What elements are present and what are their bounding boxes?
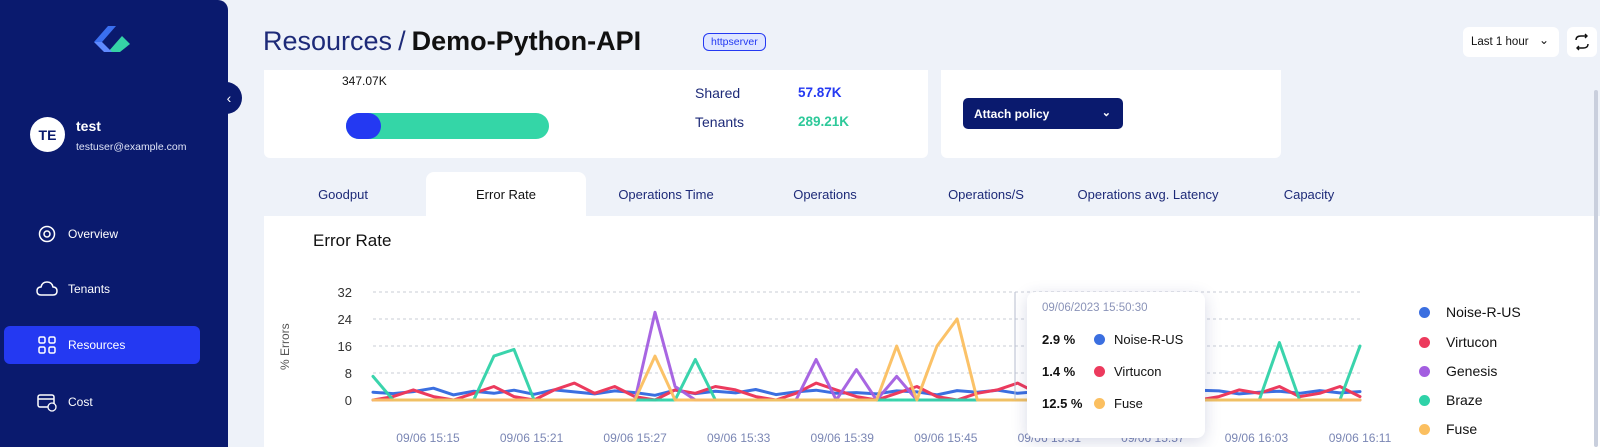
series-line-genesis <box>371 310 1362 402</box>
legend-label: Noise-R-US <box>1446 304 1521 320</box>
cloud-icon <box>36 278 58 300</box>
chevron-down-icon: ⌄ <box>1101 107 1111 119</box>
chevron-down-icon: ⌄ <box>1538 33 1549 47</box>
avatar[interactable]: TE <box>30 117 65 152</box>
app-logo[interactable] <box>90 22 134 56</box>
breadcrumb: Resources / Demo-Python-API <box>263 26 641 57</box>
x-tick-label: 09/06 15:15 <box>396 431 460 445</box>
tab-capacity[interactable]: Capacity <box>1283 186 1335 202</box>
sidebar-item-label: Tenants <box>68 282 111 296</box>
stat-label-tenants: Tenants <box>695 114 745 130</box>
tab-operations-per-second[interactable]: Operations/S <box>948 186 1024 202</box>
tooltip-value: 1.4 % <box>1042 364 1076 379</box>
x-tick-label: 09/06 16:11 <box>1329 431 1392 445</box>
legend-item[interactable]: Genesis <box>1419 363 1497 379</box>
tooltip-value: 12.5 % <box>1042 396 1083 411</box>
y-tick-label: 16 <box>338 339 352 354</box>
tab-operations-avg-latency[interactable]: Operations avg. Latency <box>1077 186 1219 202</box>
refresh-icon <box>1575 33 1589 51</box>
x-tick-label: 09/06 15:33 <box>707 431 771 445</box>
legend-dot-icon <box>1419 365 1430 377</box>
series-dot-icon <box>1094 366 1105 377</box>
tooltip-series: Noise-R-US <box>1114 332 1184 347</box>
legend-dot-icon <box>1419 423 1430 435</box>
tab-goodput[interactable]: Goodput <box>318 186 368 202</box>
chevron-left-icon: ‹ <box>226 90 232 106</box>
stat-value-shared: 57.87K <box>798 85 842 100</box>
legend-label: Braze <box>1446 392 1483 408</box>
chart-tooltip: 09/06/2023 15:50:30 2.9 % Noise-R-US 1.4… <box>1027 292 1205 438</box>
time-range-select[interactable]: Last 1 hour ⌄ <box>1463 27 1559 57</box>
grid-icon <box>36 334 58 356</box>
tooltip-row: 12.5 % Fuse <box>1042 396 1143 411</box>
stat-value-tenants: 289.21K <box>798 114 850 129</box>
y-tick-label: 24 <box>338 312 352 327</box>
legend-item[interactable]: Braze <box>1419 392 1483 408</box>
bill-icon <box>36 391 58 413</box>
refresh-button[interactable] <box>1567 27 1597 57</box>
tooltip-row: 1.4 % Virtucon <box>1042 364 1161 379</box>
attach-policy-button[interactable]: Attach policy ⌄ <box>963 98 1123 129</box>
sidebar-item-tenants[interactable]: Tenants <box>4 270 200 308</box>
legend-label: Virtucon <box>1446 334 1498 350</box>
tooltip-timestamp: 09/06/2023 15:50:30 <box>1042 302 1148 314</box>
user-name: test <box>76 118 101 134</box>
legend-dot-icon <box>1419 306 1430 318</box>
legend-item[interactable]: Noise-R-US <box>1419 304 1521 320</box>
series-dot-icon <box>1094 398 1105 409</box>
series-dot-icon <box>1094 334 1105 345</box>
tab-operations-time[interactable]: Operations Time <box>618 186 714 202</box>
x-tick-label: 09/06 15:27 <box>603 431 667 445</box>
overview-icon <box>36 223 58 245</box>
legend-item[interactable]: Fuse <box>1419 421 1477 437</box>
attach-policy-label: Attach policy <box>974 106 1050 121</box>
tab-error-rate[interactable]: Error Rate <box>426 172 586 216</box>
sidebar: TE test testuser@example.com Overview Te… <box>0 0 228 447</box>
stat-label-shared: Shared <box>695 85 741 101</box>
sidebar-item-label: Resources <box>68 338 126 352</box>
x-tick-label: 09/06 15:45 <box>914 431 978 445</box>
x-tick-label: 09/06 15:21 <box>500 431 564 445</box>
time-range-value: Last 1 hour <box>1471 36 1529 48</box>
tab-operations[interactable]: Operations <box>793 186 857 202</box>
y-tick-label: 32 <box>338 285 352 300</box>
breadcrumb-separator: / <box>398 26 406 56</box>
collapse-sidebar-button[interactable]: ‹ <box>216 82 242 114</box>
legend-dot-icon <box>1419 336 1430 348</box>
sidebar-item-overview[interactable]: Overview <box>4 215 200 253</box>
series-line-fuse <box>371 317 1362 402</box>
chart-title: Error Rate <box>313 231 392 250</box>
tooltip-value: 2.9 % <box>1042 332 1076 347</box>
user-email: testuser@example.com <box>76 141 187 153</box>
total-operations-value: 347.07K <box>342 74 387 88</box>
x-tick-label: 09/06 15:39 <box>811 431 875 445</box>
sidebar-item-cost[interactable]: Cost <box>4 383 200 421</box>
legend-item[interactable]: Virtucon <box>1419 334 1497 350</box>
y-tick-label: 0 <box>345 393 352 408</box>
resource-type-badge: httpserver <box>703 33 766 51</box>
page-scrollbar[interactable] <box>1594 90 1598 447</box>
usage-bar-fill <box>346 113 381 139</box>
legend-label: Genesis <box>1446 363 1498 379</box>
tooltip-series: Virtucon <box>1114 364 1162 379</box>
series-line-noise-r-us <box>371 386 1362 397</box>
legend-dot-icon <box>1419 394 1430 406</box>
sidebar-item-resources[interactable]: Resources <box>4 326 200 364</box>
tooltip-row: 2.9 % Noise-R-US <box>1042 332 1183 347</box>
breadcrumb-root[interactable]: Resources <box>263 26 393 56</box>
x-tick-label: 09/06 16:03 <box>1225 431 1289 445</box>
sidebar-item-label: Overview <box>68 227 119 241</box>
tooltip-series: Fuse <box>1114 396 1143 411</box>
page-title: Demo-Python-API <box>411 26 642 56</box>
legend-label: Fuse <box>1446 421 1478 437</box>
chart-panel <box>264 216 1600 447</box>
sidebar-item-label: Cost <box>68 395 93 409</box>
y-tick-label: 8 <box>345 366 352 381</box>
